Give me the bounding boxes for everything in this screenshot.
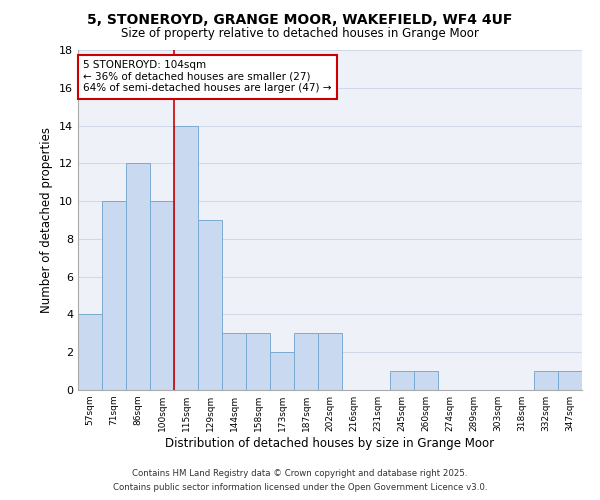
Bar xyxy=(174,126,198,390)
Bar xyxy=(414,371,438,390)
X-axis label: Distribution of detached houses by size in Grange Moor: Distribution of detached houses by size … xyxy=(166,437,494,450)
Bar xyxy=(558,371,582,390)
Bar xyxy=(294,334,318,390)
Bar xyxy=(222,334,246,390)
Y-axis label: Number of detached properties: Number of detached properties xyxy=(40,127,53,313)
Bar xyxy=(270,352,294,390)
Text: Size of property relative to detached houses in Grange Moor: Size of property relative to detached ho… xyxy=(121,28,479,40)
Bar xyxy=(318,334,342,390)
Bar xyxy=(198,220,222,390)
Text: 5, STONEROYD, GRANGE MOOR, WAKEFIELD, WF4 4UF: 5, STONEROYD, GRANGE MOOR, WAKEFIELD, WF… xyxy=(88,12,512,26)
Text: 5 STONEROYD: 104sqm
← 36% of detached houses are smaller (27)
64% of semi-detach: 5 STONEROYD: 104sqm ← 36% of detached ho… xyxy=(83,60,332,94)
Bar xyxy=(78,314,102,390)
Bar xyxy=(534,371,558,390)
Text: Contains HM Land Registry data © Crown copyright and database right 2025.: Contains HM Land Registry data © Crown c… xyxy=(132,468,468,477)
Bar xyxy=(150,201,174,390)
Text: Contains public sector information licensed under the Open Government Licence v3: Contains public sector information licen… xyxy=(113,484,487,492)
Bar xyxy=(246,334,270,390)
Bar xyxy=(102,201,126,390)
Bar xyxy=(126,164,150,390)
Bar xyxy=(390,371,414,390)
